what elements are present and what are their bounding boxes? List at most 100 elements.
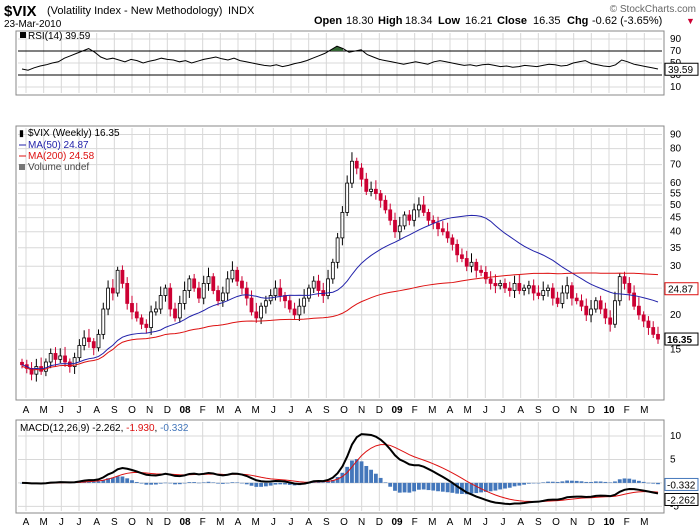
candle-body bbox=[158, 295, 163, 310]
macd-histogram-bar bbox=[177, 482, 182, 485]
candle-body bbox=[53, 353, 58, 360]
candle-body bbox=[536, 292, 541, 296]
macd-histogram-bar bbox=[474, 482, 479, 494]
macd-x-tick-label: O bbox=[552, 517, 560, 528]
macd-histogram-bar bbox=[407, 482, 412, 493]
candle-body bbox=[63, 355, 67, 363]
price-y-tick-label: 40 bbox=[670, 227, 682, 238]
candle-body bbox=[483, 271, 488, 280]
candle-body bbox=[48, 353, 53, 363]
open-label: Open bbox=[314, 15, 342, 27]
candle-body bbox=[555, 297, 560, 304]
price-x-tick-label: A bbox=[305, 405, 312, 416]
price-x-tick-label: S bbox=[111, 405, 118, 416]
macd-histogram-bar bbox=[522, 482, 527, 485]
macd-histogram-bar bbox=[498, 482, 503, 490]
candle-body bbox=[393, 219, 397, 233]
candle-body bbox=[225, 278, 230, 294]
candle-body bbox=[622, 276, 627, 284]
macd-histogram-bar bbox=[235, 482, 240, 483]
macd-x-tick-label: J bbox=[59, 517, 64, 528]
macd-histogram-bar bbox=[115, 476, 120, 483]
price-x-tick-label: 10 bbox=[603, 405, 615, 416]
macd-histogram-bar bbox=[287, 482, 292, 485]
candle-body bbox=[402, 214, 407, 227]
macd-histogram-bar bbox=[565, 480, 570, 483]
macd-x-tick-label: M bbox=[39, 517, 47, 528]
candle-body bbox=[254, 311, 259, 319]
price-x-tick-label: M bbox=[39, 405, 47, 416]
price-y-tick-label: 15 bbox=[670, 344, 682, 355]
macd-histogram-bar bbox=[445, 482, 450, 493]
price-x-tick-label: J bbox=[501, 405, 506, 416]
candle-body bbox=[230, 269, 235, 280]
macd-histogram-bar bbox=[192, 482, 197, 483]
candle-body bbox=[440, 228, 445, 233]
macd-x-tick-label: A bbox=[23, 517, 30, 528]
macd-histogram-bar bbox=[383, 482, 388, 483]
close-value: 16.35 bbox=[533, 15, 561, 27]
macd-x-tick-label: O bbox=[340, 517, 348, 528]
macd-histogram-bar bbox=[168, 482, 173, 484]
price-x-tick-label: F bbox=[412, 405, 418, 416]
macd-histogram-bar bbox=[608, 482, 613, 483]
candle-body bbox=[206, 276, 211, 284]
macd-histogram-bar bbox=[106, 478, 110, 483]
macd-histogram-bar bbox=[153, 482, 158, 485]
macd-histogram-bar bbox=[584, 481, 589, 483]
price-x-tick-label: J bbox=[271, 405, 276, 416]
candle-body bbox=[177, 303, 182, 319]
candle-body bbox=[646, 320, 651, 328]
macd-x-tick-label: A bbox=[517, 517, 524, 528]
price-x-tick-label: M bbox=[216, 405, 224, 416]
rsi-legend: RSI(14) 39.59 bbox=[28, 31, 91, 42]
macd-histogram-bar bbox=[268, 482, 273, 486]
symbol-name: (Volatility Index - New Methodology) bbox=[47, 5, 222, 17]
macd-histogram-bar bbox=[589, 481, 593, 483]
macd-histogram-bar bbox=[507, 482, 512, 488]
candle-body bbox=[522, 287, 527, 291]
candle-body bbox=[593, 300, 598, 310]
candle-body bbox=[479, 269, 483, 273]
watermark: © StockCharts.com bbox=[610, 4, 696, 15]
macd-x-tick-label: 10 bbox=[603, 517, 615, 528]
candle-body bbox=[259, 305, 263, 319]
macd-histogram-bar bbox=[536, 482, 541, 484]
candle-body bbox=[345, 182, 350, 213]
macd-last-label-box bbox=[664, 492, 699, 506]
macd-histogram-bar bbox=[354, 459, 359, 483]
macd-histogram-bar bbox=[350, 460, 354, 483]
macd-histogram-bar bbox=[373, 473, 378, 483]
candle-body bbox=[249, 297, 254, 313]
macd-histogram-bar bbox=[120, 476, 125, 483]
macd-y-tick-label: 5 bbox=[670, 454, 676, 465]
price-x-tick-label: O bbox=[128, 405, 136, 416]
macd-x-tick-label: A bbox=[305, 517, 312, 528]
macd-histogram-bar bbox=[488, 482, 493, 492]
close-last-label-box bbox=[664, 332, 699, 346]
candle-body bbox=[541, 290, 546, 296]
symbol-title: $VIX bbox=[4, 3, 37, 20]
chg-down-arrow-icon: ▼ bbox=[686, 16, 695, 26]
candle-body bbox=[244, 287, 249, 299]
macd-histogram-bar bbox=[283, 482, 287, 485]
macd-histogram-bar bbox=[512, 482, 517, 487]
macd-histogram-bar bbox=[632, 479, 637, 483]
candle-body bbox=[130, 303, 134, 313]
ma50-line bbox=[21, 214, 659, 370]
candle-body bbox=[436, 222, 440, 230]
candle-body bbox=[263, 300, 268, 307]
candle-body bbox=[455, 243, 460, 256]
candle-body bbox=[302, 297, 307, 307]
macd-histogram-bar bbox=[636, 480, 641, 483]
candle-body bbox=[464, 258, 469, 267]
macd-x-tick-label: N bbox=[146, 517, 153, 528]
price-x-tick-label: M bbox=[251, 405, 259, 416]
macd-histogram-bar bbox=[464, 482, 469, 495]
macd-legend: MACD(12,26,9) -2.262, -1.930, -0.332 bbox=[20, 423, 189, 434]
candle-body bbox=[498, 283, 503, 287]
candle-body bbox=[292, 308, 297, 316]
macd-histogram-bar bbox=[397, 482, 402, 493]
candle-body bbox=[72, 357, 77, 367]
